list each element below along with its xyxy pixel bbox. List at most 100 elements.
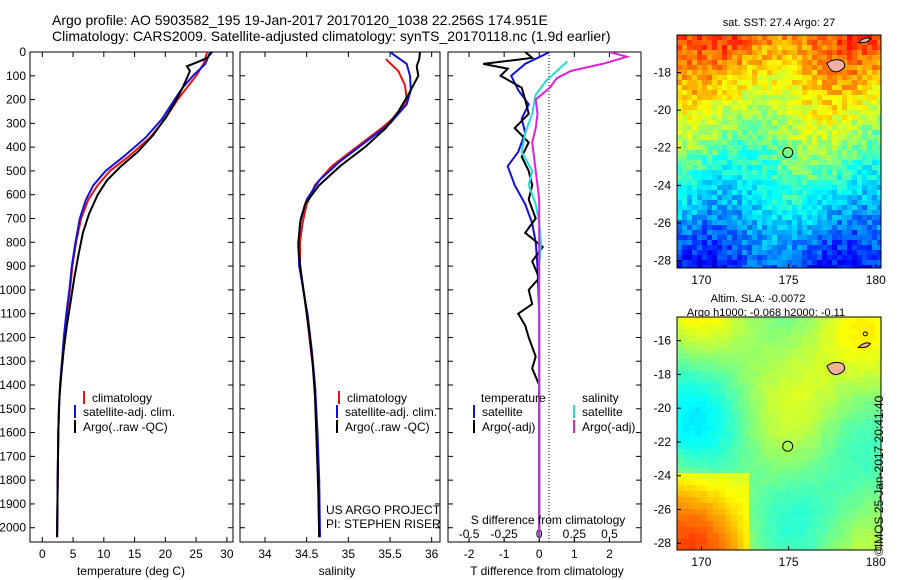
map-cell xyxy=(767,449,774,456)
map-cell xyxy=(832,90,838,96)
map-cell xyxy=(802,180,808,186)
map-cell xyxy=(875,491,881,498)
map-cell xyxy=(682,215,688,221)
map-cell xyxy=(692,190,698,196)
map-cell xyxy=(731,365,738,372)
map-cell xyxy=(845,335,852,342)
map-cell xyxy=(732,245,738,251)
map-cell xyxy=(792,175,798,181)
map-cell xyxy=(707,80,713,86)
map-cell xyxy=(817,70,823,76)
map-cell xyxy=(877,250,881,256)
map-cell xyxy=(827,195,833,201)
map-cell xyxy=(707,240,713,246)
map-cell xyxy=(725,425,732,432)
map-cell xyxy=(752,55,758,61)
map-cell xyxy=(827,50,833,56)
map-cell xyxy=(837,175,843,181)
map-cell xyxy=(822,100,828,106)
map-cell xyxy=(822,90,828,96)
map-cell xyxy=(719,461,726,468)
map-cell xyxy=(743,521,750,528)
map-cell xyxy=(777,75,783,81)
map-cell xyxy=(732,175,738,181)
map-cell xyxy=(767,170,773,176)
map-cell xyxy=(687,135,693,141)
map-cell xyxy=(867,255,873,261)
map-cell xyxy=(851,431,858,438)
map-cell xyxy=(712,185,718,191)
map-cell xyxy=(833,455,840,462)
s-tick-label: 0.5 xyxy=(601,527,618,541)
map-cell xyxy=(842,95,848,101)
map-cell xyxy=(812,255,818,261)
map-cell xyxy=(742,110,748,116)
map-cell xyxy=(869,377,876,384)
map-cell xyxy=(767,401,774,408)
map-cell xyxy=(743,401,750,408)
map-cell xyxy=(682,245,688,251)
map-cell xyxy=(683,395,690,402)
map-y-tick-label: -28 xyxy=(654,253,672,267)
map-cell xyxy=(875,461,881,468)
map-cell xyxy=(827,55,833,61)
map-cell xyxy=(737,317,744,324)
map-cell xyxy=(767,220,773,226)
map-cell xyxy=(852,220,858,226)
map-cell xyxy=(737,35,743,41)
map-cell xyxy=(777,200,783,206)
map-cell xyxy=(863,335,870,342)
map-cell xyxy=(695,323,702,330)
map-cell xyxy=(722,115,728,121)
map-cell xyxy=(761,359,768,366)
map-cell xyxy=(839,545,846,550)
map-cell xyxy=(702,130,708,136)
map-cell xyxy=(717,185,723,191)
map-cell xyxy=(761,347,768,354)
map-cell xyxy=(822,190,828,196)
map-cell xyxy=(792,75,798,81)
map-cell xyxy=(752,255,758,261)
map-cell xyxy=(773,347,780,354)
map-cell xyxy=(697,195,703,201)
map-cell xyxy=(809,323,816,330)
map-cell xyxy=(862,145,868,151)
map-cell xyxy=(822,45,828,51)
map-cell xyxy=(847,260,853,266)
map-cell xyxy=(877,130,881,136)
map-cell xyxy=(782,75,788,81)
map-cell xyxy=(772,230,778,236)
map-cell xyxy=(863,545,870,550)
map-cell xyxy=(692,240,698,246)
map-cell xyxy=(719,425,726,432)
map-cell xyxy=(701,521,708,528)
map-cell xyxy=(725,437,732,444)
map-cell xyxy=(737,265,743,268)
map-cell xyxy=(707,371,714,378)
map-cell xyxy=(677,225,683,231)
map-cell xyxy=(847,125,853,131)
map-cell xyxy=(852,85,858,91)
map-cell xyxy=(712,250,718,256)
map-cell xyxy=(687,65,693,71)
map-cell xyxy=(839,395,846,402)
map-cell xyxy=(851,509,858,516)
map-cell xyxy=(797,539,804,546)
map-cell xyxy=(777,205,783,211)
map-cell xyxy=(877,220,881,226)
map-cell xyxy=(742,265,748,268)
map-cell xyxy=(875,341,881,348)
map-cell xyxy=(695,377,702,384)
map-cell xyxy=(749,347,756,354)
map-cell xyxy=(807,255,813,261)
map-cell xyxy=(719,377,726,384)
map-cell xyxy=(779,503,786,510)
map-cell xyxy=(863,365,870,372)
map-cell xyxy=(727,205,733,211)
map-cell xyxy=(821,353,828,360)
map-cell xyxy=(821,491,828,498)
map-cell xyxy=(773,353,780,360)
map-cell xyxy=(677,491,684,498)
map-cell xyxy=(742,165,748,171)
map-cell xyxy=(862,95,868,101)
